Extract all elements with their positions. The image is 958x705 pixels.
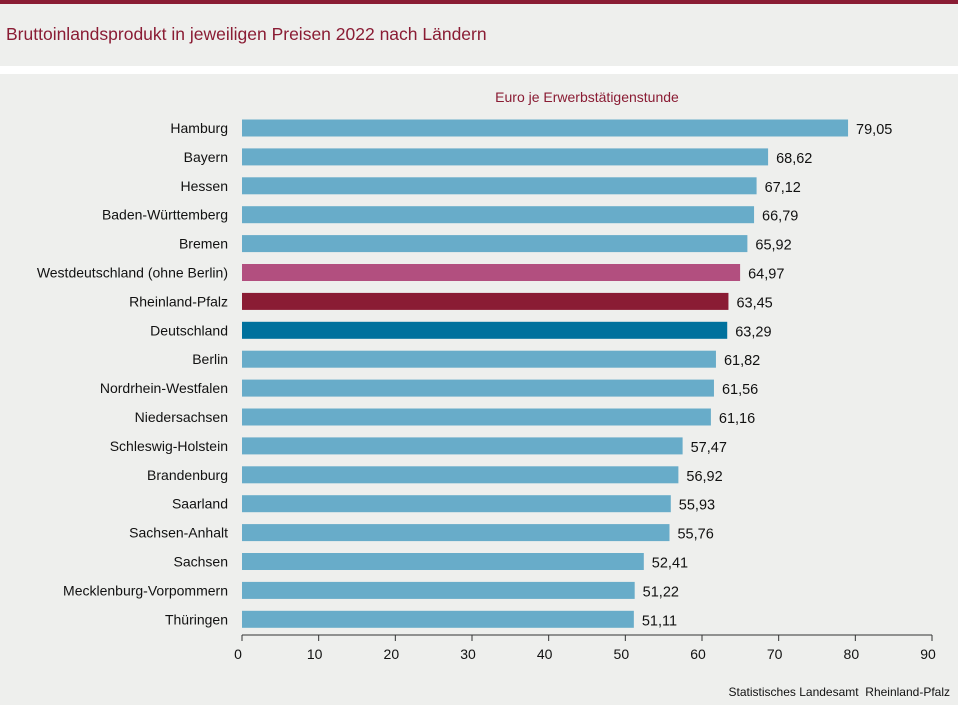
x-tick-label-50: 50 (614, 646, 630, 662)
category-label-niedersachsen: Niedersachsen (135, 409, 228, 425)
value-label-westdeutschland-ohne-berlin: 64,97 (748, 267, 784, 283)
x-tick-label-30: 30 (460, 646, 476, 662)
bar-berlin (242, 350, 716, 368)
bar-hessen (242, 177, 757, 195)
bar-chart: Euro je Erwerbstätigenstunde Hamburg 79,0… (37, 89, 936, 662)
value-label-rheinland-pfalz: 63,45 (736, 295, 772, 311)
value-label-bayern: 68,62 (776, 151, 812, 167)
bar-saarland (242, 495, 671, 513)
category-label-baden-wurttemberg: Baden-Württemberg (102, 207, 228, 223)
category-label-bremen: Bremen (179, 236, 228, 252)
bar-rheinland-pfalz (242, 292, 729, 310)
value-label-nordrhein-westfalen: 61,56 (722, 382, 758, 398)
value-label-brandenburg: 56,92 (686, 469, 722, 485)
value-label-niedersachsen: 61,16 (719, 411, 755, 427)
category-label-saarland: Saarland (172, 496, 228, 512)
x-tick-label-80: 80 (844, 646, 860, 662)
category-label-brandenburg: Brandenburg (147, 467, 228, 483)
bar-thuringen (242, 610, 634, 628)
bar-niedersachsen (242, 408, 711, 426)
category-label-schleswig-holstein: Schleswig-Holstein (110, 438, 228, 454)
value-label-hessen: 67,12 (765, 180, 801, 196)
x-tick-label-40: 40 (537, 646, 553, 662)
value-label-saarland: 55,93 (679, 498, 715, 514)
x-tick-label-90: 90 (920, 646, 936, 662)
category-label-thuringen: Thüringen (165, 611, 228, 627)
value-label-sachsen-anhalt: 55,76 (677, 527, 713, 543)
category-label-westdeutschland-ohne-berlin: Westdeutschland (ohne Berlin) (37, 265, 228, 281)
value-label-baden-wurttemberg: 66,79 (762, 209, 798, 225)
value-label-mecklenburg-vorpommern: 51,22 (643, 584, 679, 600)
bars-group: Hamburg 79,05 Bayern 68,62 Hessen 67,12 Baden-… (37, 119, 892, 629)
bar-hamburg (242, 119, 849, 137)
category-label-sachsen-anhalt: Sachsen-Anhalt (129, 525, 228, 541)
x-tick-label-0: 0 (234, 646, 242, 662)
value-label-berlin: 61,82 (724, 353, 760, 369)
source-note: Statistisches Landesamt Rheinland-Pfalz (729, 685, 950, 699)
value-label-hamburg: 79,05 (856, 122, 892, 138)
top-accent-bar (0, 0, 958, 4)
bar-bremen (242, 235, 748, 253)
bar-mecklenburg-vorpommern (242, 581, 635, 599)
category-label-mecklenburg-vorpommern: Mecklenburg-Vorpommern (63, 582, 228, 598)
value-label-schleswig-holstein: 57,47 (691, 440, 727, 456)
bar-brandenburg (242, 466, 679, 484)
separator (0, 66, 958, 74)
x-tick-label-70: 70 (767, 646, 783, 662)
value-label-thuringen: 51,11 (642, 613, 677, 629)
category-label-bayern: Bayern (184, 149, 228, 165)
x-tick-label-20: 20 (384, 646, 400, 662)
value-label-sachsen: 52,41 (652, 556, 688, 572)
category-label-hessen: Hessen (181, 178, 228, 194)
x-axis: 0 10 20 30 40 50 60 70 80 90 (234, 634, 936, 662)
category-label-hamburg: Hamburg (170, 120, 228, 136)
bar-sachsen (242, 553, 644, 570)
category-label-rheinland-pfalz: Rheinland-Pfalz (129, 293, 228, 309)
title-band (0, 4, 958, 66)
source-text: Statistisches Landesamt Rheinland-Pfalz (728, 685, 950, 699)
category-label-berlin: Berlin (192, 351, 228, 367)
value-label-bremen: 65,92 (755, 238, 791, 254)
bar-westdeutschland-ohne-berlin (242, 264, 741, 281)
chart-title: Bruttoinlandsprodukt in jeweiligen Preis… (6, 24, 487, 44)
category-label-deutschland: Deutschland (150, 322, 228, 338)
chart-subtitle: Euro je Erwerbstätigenstunde (495, 89, 679, 105)
bar-nordrhein-westfalen (242, 379, 714, 397)
x-tick-label-60: 60 (690, 646, 706, 662)
value-label-deutschland: 63,29 (735, 324, 771, 340)
category-label-nordrhein-westfalen: Nordrhein-Westfalen (100, 380, 228, 396)
category-label-sachsen: Sachsen (174, 554, 228, 570)
bar-deutschland (242, 321, 728, 339)
bar-sachsen-anhalt (242, 524, 670, 542)
bar-baden-wurttemberg (242, 206, 755, 224)
x-tick-label-10: 10 (307, 646, 323, 662)
bar-schleswig-holstein (242, 437, 683, 455)
bar-bayern (242, 148, 769, 166)
